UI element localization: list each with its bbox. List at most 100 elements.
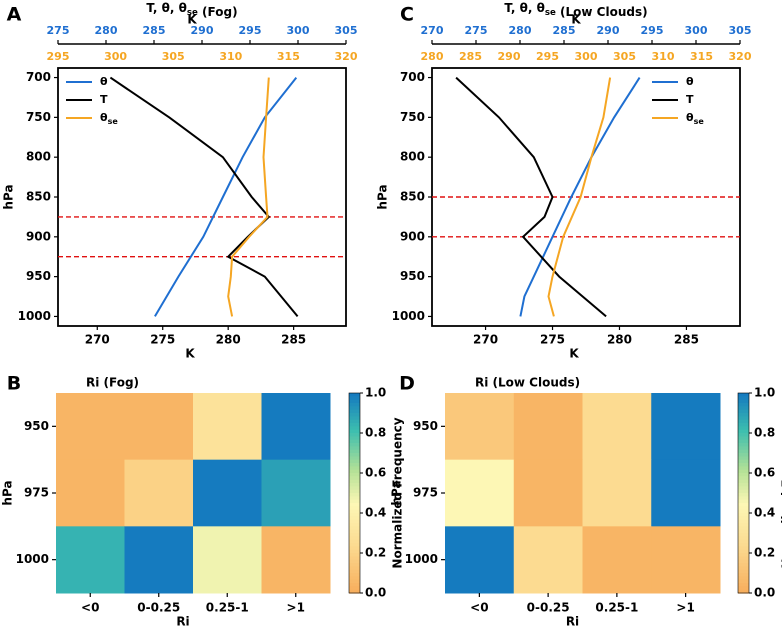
colorbar-segment [738, 406, 749, 411]
colorbar-segment [349, 439, 360, 444]
y-tick-label: 1000 [18, 309, 51, 323]
theta-tick-label: 300 [287, 24, 310, 37]
y-tick-label: 975 [413, 486, 438, 500]
colorbar-segment [349, 546, 360, 551]
heatmap-cell [56, 459, 125, 527]
colorbar-segment [738, 479, 749, 484]
theta-se-tick-label: 300 [575, 50, 598, 63]
y-tick-label: 800 [26, 150, 51, 164]
series-line-theta [519, 77, 641, 317]
colorbar-segment [738, 439, 749, 444]
heatmap-cell [513, 526, 583, 594]
y-axis-label: hPa [376, 184, 390, 209]
colorbar-segment [738, 586, 749, 591]
top-axis-label: K [187, 13, 197, 27]
colorbar-segment [738, 559, 749, 564]
series-line-theta-se [227, 77, 270, 317]
panel-letter-c: C [400, 4, 414, 26]
heatmap-cell [651, 459, 721, 527]
colorbar-segment [349, 409, 360, 414]
colorbar-segment [349, 429, 360, 434]
colorbar-segment [738, 536, 749, 541]
theta-se-tick-label: 315 [277, 50, 300, 63]
colorbar-segment [738, 539, 749, 544]
x-tick-label: 270 [85, 333, 110, 347]
heatmap-cell [651, 526, 721, 594]
theta-se-tick-label: 320 [335, 50, 358, 63]
y-tick-label: 1000 [392, 309, 425, 323]
colorbar-segment [349, 476, 360, 481]
colorbar-segment [738, 426, 749, 431]
colorbar-segment [349, 446, 360, 451]
colorbar-segment [349, 456, 360, 461]
y-axis-label: hPa [390, 480, 404, 505]
colorbar-segment [349, 469, 360, 474]
x-tick-label: 0.25-1 [595, 601, 638, 615]
colorbar-segment [349, 396, 360, 401]
colorbar-segment [349, 509, 360, 514]
heatmap-cell [513, 459, 583, 527]
heatmap-cell [193, 459, 262, 527]
x-tick-label: 285 [281, 333, 306, 347]
colorbar-tick-label: 0.0 [754, 586, 775, 600]
legend-label: θ [686, 75, 694, 88]
panel-letter-a: A [7, 4, 22, 26]
y-tick-label: 950 [413, 419, 438, 433]
theta-se-tick-label: 310 [219, 50, 242, 63]
panel-title: Ri (Fog) [86, 376, 139, 390]
theta-tick-label: 275 [47, 24, 70, 37]
x-axis-label: Ri [566, 615, 579, 628]
colorbar-segment [349, 419, 360, 424]
theta-tick-label: 300 [685, 24, 708, 37]
theta-tick-label: 270 [421, 24, 444, 37]
colorbar-segment [349, 506, 360, 511]
colorbar-segment [738, 419, 749, 424]
colorbar-segment [738, 526, 749, 531]
y-axis-label: hPa [2, 184, 16, 209]
heatmap-cell [445, 526, 515, 594]
theta-se-tick-label: 305 [162, 50, 185, 63]
legend-label: θse [100, 111, 118, 126]
heatmap-cell [124, 526, 194, 594]
heatmap-cell [445, 393, 515, 461]
y-tick-label: 900 [400, 229, 425, 243]
colorbar-segment [738, 546, 749, 551]
colorbar-segment [738, 523, 749, 527]
colorbar-segment [349, 403, 360, 407]
colorbar-segment [349, 543, 360, 547]
y-tick-label: 1000 [405, 552, 438, 566]
colorbar-segment [738, 573, 749, 577]
colorbar-segment [738, 413, 749, 417]
legend-label: T [686, 93, 694, 106]
theta-se-tick-label: 280 [421, 50, 444, 63]
x-tick-label: 0-0.25 [527, 601, 570, 615]
theta-tick-label: 290 [597, 24, 620, 37]
x-axis-label: Ri [176, 615, 189, 628]
theta-tick-label: 305 [729, 24, 752, 37]
colorbar-segment [349, 513, 360, 517]
colorbar-tick-label: 1.0 [365, 386, 386, 400]
panel-d-heatmap: Ri (Low Clouds) 950 975 1000 hPa <0 0-0.25 0.25… [390, 376, 782, 628]
colorbar-segment [738, 486, 749, 491]
heatmap-cell [56, 526, 125, 594]
colorbar-tick-label: 1.0 [754, 386, 775, 400]
colorbar-segment [738, 489, 749, 494]
colorbar-segment [738, 499, 749, 504]
theta-se-tick-label: 315 [690, 50, 713, 63]
y-tick-label: 950 [400, 269, 425, 283]
y-tick-label: 1000 [16, 552, 49, 566]
colorbar-segment [738, 416, 749, 421]
colorbar-segment [349, 563, 360, 567]
x-tick-label: 280 [216, 333, 241, 347]
colorbar-segment [738, 543, 749, 547]
colorbar-segment [738, 569, 749, 574]
colorbar-segment [738, 399, 749, 404]
colorbar-frame [737, 392, 750, 594]
colorbar-segment [349, 399, 360, 404]
heatmap-cell [261, 393, 331, 461]
colorbar-segment [738, 516, 749, 521]
colorbar-segment [738, 566, 749, 571]
colorbar-segment [349, 586, 360, 591]
colorbar-segment [738, 519, 749, 524]
